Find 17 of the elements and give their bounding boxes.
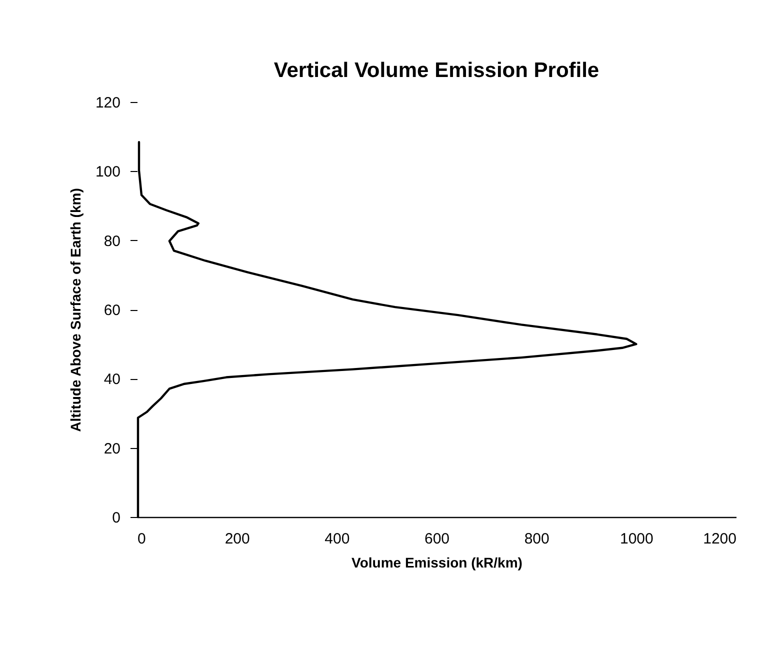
y-tick-label: 120	[95, 94, 120, 112]
x-tick-label: 200	[224, 530, 250, 548]
x-axis-title: Volume Emission (kR/km)	[352, 554, 522, 570]
y-tick-label: 0	[112, 510, 120, 526]
x-tick-label: 800	[524, 530, 550, 548]
y-tick-label: 20	[104, 440, 120, 458]
y-tick-label: 40	[104, 371, 120, 388]
y-tick-label: 100	[95, 164, 120, 181]
chart-title: Vertical Volume Emission Profile	[274, 59, 600, 82]
y-axis-title: Altitude Above Surface of Earth (km)	[67, 188, 84, 432]
x-tick-label: 1200	[703, 530, 736, 548]
x-tick-label: 400	[324, 530, 350, 548]
y-tick-label: 80	[104, 232, 120, 250]
x-tick-label: 0	[138, 530, 146, 548]
y-tick-label: 60	[104, 302, 120, 319]
x-tick-label: 600	[424, 530, 450, 548]
x-tick-label: 1000	[620, 530, 654, 548]
